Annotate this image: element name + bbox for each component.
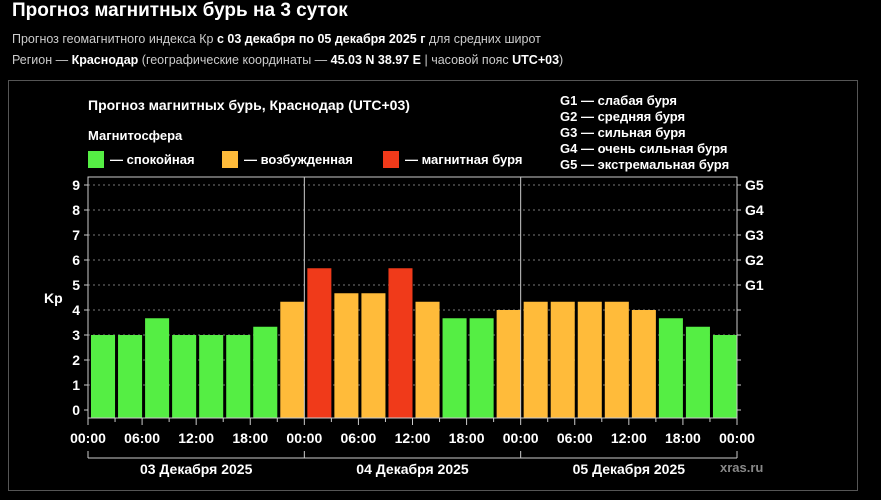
day-label: 04 Декабря 2025 (356, 461, 469, 477)
x-tick-label: 18:00 (232, 430, 268, 446)
kp-bar (226, 335, 251, 418)
kp-bar (577, 301, 602, 418)
kp-bar (712, 335, 737, 418)
legend-swatch (88, 151, 104, 168)
legend-label: — магнитная буря (405, 152, 522, 167)
y-tick-label: 6 (72, 252, 80, 268)
period: с 03 декабря по 05 декабря 2025 г (216, 32, 426, 46)
kp-bar (658, 318, 683, 418)
forecast-period-line: Прогноз геомагнитного индекса Кр с 03 де… (12, 32, 541, 46)
coordinates: 45.03 N 38.97 E (330, 53, 422, 67)
kp-bar (523, 301, 548, 418)
chart-title: Прогноз магнитных бурь, Краснодар (UTC+0… (88, 97, 410, 113)
watermark: xras.ru (720, 460, 763, 475)
kp-bar (469, 318, 494, 418)
kp-bar (442, 318, 467, 418)
storm-level-label: G3 — сильная буря (560, 125, 686, 140)
text: | часовой пояс (421, 53, 513, 67)
x-tick-label: 00:00 (70, 430, 106, 446)
kp-bar (280, 301, 305, 418)
kp-bar (307, 268, 332, 418)
text: Регион — (12, 53, 72, 67)
kp-bar (604, 301, 629, 418)
day-label: 03 Декабря 2025 (140, 461, 253, 477)
legend-title: Магнитосфера (88, 128, 183, 143)
y-tick-label: 3 (72, 327, 80, 343)
y-tick-label: 5 (72, 277, 80, 293)
text: (географические координаты — (138, 53, 331, 67)
kp-bar (631, 310, 656, 418)
legend-swatch (222, 151, 238, 168)
kp-bar (172, 335, 197, 418)
legend-label: — спокойная (110, 152, 195, 167)
x-tick-label: 12:00 (395, 430, 431, 446)
x-tick-label: 12:00 (178, 430, 214, 446)
y-axis-label: Kp (44, 290, 63, 306)
x-tick-label: 12:00 (611, 430, 647, 446)
timezone: UTC+03 (512, 53, 560, 67)
y-tick-label: 7 (72, 227, 80, 243)
g-level-tick-label: G3 (745, 227, 764, 243)
storm-level-label: G4 — очень сильная буря (560, 141, 727, 156)
g-level-tick-label: G2 (745, 252, 764, 268)
page-title: Прогноз магнитных бурь на 3 суток (12, 0, 348, 21)
y-tick-label: 0 (72, 402, 80, 418)
x-tick-label: 00:00 (286, 430, 322, 446)
kp-bar (415, 301, 440, 418)
kp-bar (685, 326, 710, 418)
x-tick-label: 06:00 (557, 430, 593, 446)
y-tick-label: 2 (72, 352, 80, 368)
x-tick-label: 00:00 (503, 430, 539, 446)
kp-bar (388, 268, 413, 418)
kp-bar (334, 293, 359, 418)
legend-swatch (383, 151, 399, 168)
x-tick-label: 18:00 (449, 430, 485, 446)
x-tick-label: 18:00 (665, 430, 701, 446)
y-tick-label: 8 (72, 202, 80, 218)
day-label: 05 Декабря 2025 (573, 461, 686, 477)
y-tick-label: 9 (72, 177, 80, 193)
y-tick-label: 4 (72, 302, 80, 318)
text: Прогноз геомагнитного индекса Кр (12, 32, 217, 46)
kp-bar (253, 326, 278, 418)
y-tick-label: 1 (72, 377, 80, 393)
kp-bar (91, 335, 116, 418)
chart-frame (8, 80, 858, 491)
g-level-tick-label: G5 (745, 177, 764, 193)
legend-label: — возбужденная (244, 152, 353, 167)
x-tick-label: 00:00 (719, 430, 755, 446)
x-tick-label: 06:00 (341, 430, 377, 446)
text: для средних широт (425, 32, 541, 46)
kp-bar (145, 318, 170, 418)
g-level-tick-label: G4 (745, 202, 764, 218)
region-line: Регион — Краснодар (географические коорд… (12, 53, 563, 67)
text: ) (559, 53, 564, 67)
g-level-tick-label: G1 (745, 277, 764, 293)
storm-level-label: G1 — слабая буря (560, 93, 677, 108)
kp-bar (550, 301, 575, 418)
x-tick-label: 06:00 (124, 430, 160, 446)
storm-level-label: G2 — средняя буря (560, 109, 685, 124)
region: Краснодар (71, 53, 139, 67)
kp-bar (496, 310, 521, 418)
kp-bar (118, 335, 143, 418)
kp-bar (199, 335, 224, 418)
kp-bar (361, 293, 386, 418)
storm-level-label: G5 — экстремальная буря (560, 157, 729, 172)
